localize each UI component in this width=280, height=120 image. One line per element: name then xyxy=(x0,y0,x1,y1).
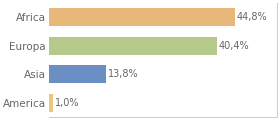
Text: 13,8%: 13,8% xyxy=(108,69,139,79)
Text: 40,4%: 40,4% xyxy=(219,41,249,51)
Bar xyxy=(49,8,235,26)
Text: 44,8%: 44,8% xyxy=(237,12,268,22)
Bar xyxy=(49,94,53,112)
Bar xyxy=(49,37,216,54)
Text: 1,0%: 1,0% xyxy=(55,98,80,108)
Bar xyxy=(49,66,106,83)
